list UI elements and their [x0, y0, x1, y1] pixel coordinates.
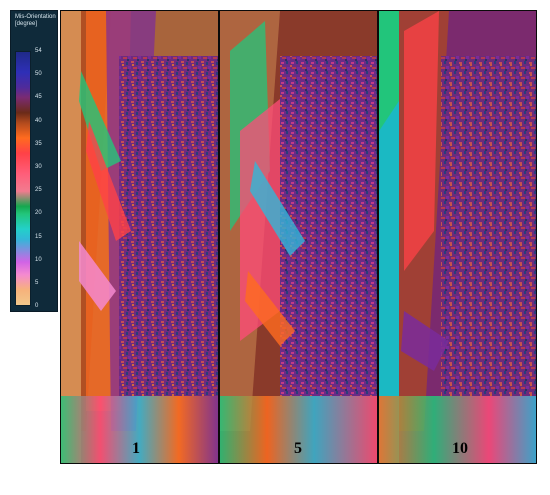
legend-title: Mis-Orientation [degree]	[15, 14, 56, 28]
microstructure-panel-2	[219, 10, 378, 464]
panel-label-1: 1	[132, 440, 140, 457]
microstructure-panel-1	[60, 10, 219, 464]
legend-title-line2: [degree]	[15, 21, 38, 27]
legend-title-line1: Mis-Orientation	[15, 14, 56, 20]
legend-tick: 20	[35, 210, 42, 217]
legend-tick: 50	[35, 71, 42, 78]
legend-tick: 30	[35, 164, 42, 171]
legend-tick: 10	[35, 256, 42, 263]
microstructure-image-2	[220, 11, 377, 463]
microstructure-image-1	[61, 11, 218, 463]
legend-tick: 15	[35, 233, 42, 240]
microstructure-image-3	[379, 11, 536, 463]
panel-label-5: 5	[294, 440, 302, 457]
panel-label-10: 10	[452, 440, 468, 457]
legend-tick: 40	[35, 117, 42, 124]
legend-tick: 5	[35, 280, 39, 287]
legend-tick: 25	[35, 187, 42, 194]
legend-tick: 0	[35, 303, 39, 309]
legend-ticks: 54 50 45 40 35 30 25 20 15 10 5 0	[35, 48, 57, 309]
legend-tick: 54	[35, 48, 42, 54]
microstructure-panel-3	[378, 10, 537, 464]
legend-tick: 45	[35, 94, 42, 101]
legend-color-bar	[15, 51, 31, 306]
legend-tick: 35	[35, 140, 42, 147]
orientation-legend: Mis-Orientation [degree] 54 50 45 40 35 …	[10, 10, 58, 312]
